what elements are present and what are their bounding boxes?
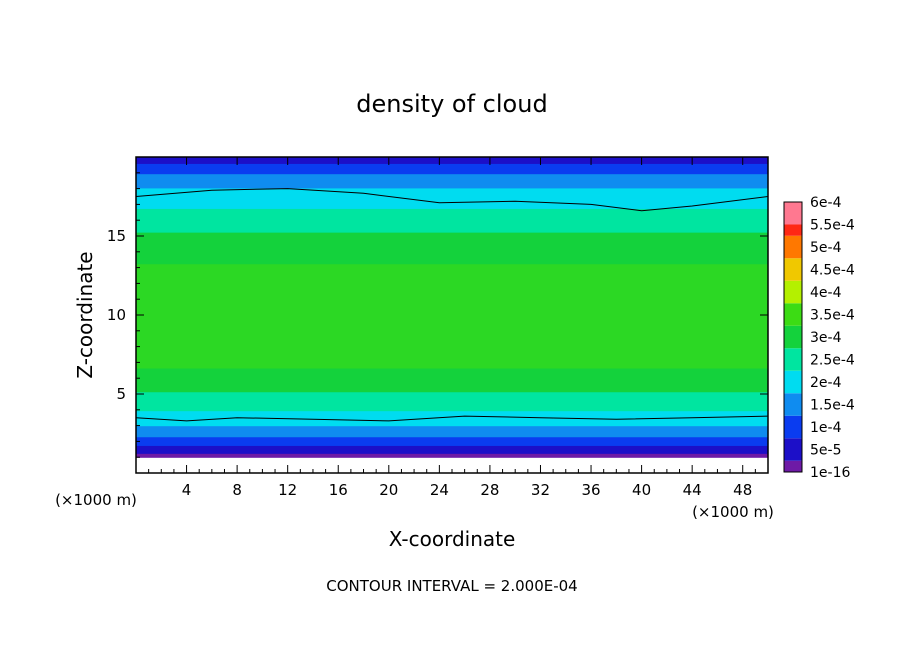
x-axis-unit: (×1000 m) bbox=[692, 503, 774, 521]
x-tick-label: 40 bbox=[632, 481, 651, 499]
colorbar-swatch bbox=[784, 393, 802, 416]
x-tick-label: 32 bbox=[531, 481, 550, 499]
colorbar-label: 1e-4 bbox=[810, 420, 842, 436]
colorbar-swatch bbox=[784, 280, 802, 304]
colorbar-label: 4e-4 bbox=[810, 285, 842, 301]
background-band bbox=[136, 457, 768, 473]
x-tick-label: 12 bbox=[278, 481, 297, 499]
x-tick-label: 16 bbox=[329, 481, 348, 499]
chart-title: density of cloud bbox=[356, 90, 547, 118]
density-band bbox=[136, 163, 768, 175]
x-axis: 4 8 12 16 20 24 28 32 36 40 44 48 bbox=[148, 157, 756, 499]
density-band bbox=[136, 157, 768, 164]
density-band bbox=[136, 232, 768, 265]
colorbar-label: 3.5e-4 bbox=[810, 308, 855, 324]
colorbar-swatch bbox=[784, 415, 802, 439]
colorbar-swatch bbox=[784, 438, 802, 461]
density-band bbox=[136, 391, 768, 412]
density-band bbox=[136, 318, 768, 369]
colorbar-swatch bbox=[784, 258, 802, 281]
density-band bbox=[136, 187, 768, 209]
contour-interval-note: CONTOUR INTERVAL = 2.000E-04 bbox=[326, 577, 577, 595]
colorbar-frame bbox=[783, 201, 803, 473]
colorbar-label: 6e-4 bbox=[810, 195, 842, 211]
density-band bbox=[136, 263, 768, 320]
x-tick-label: 4 bbox=[182, 481, 192, 499]
density-band bbox=[136, 436, 768, 446]
contour-lines bbox=[135, 188, 769, 422]
colorbar-label: 3e-4 bbox=[810, 330, 842, 346]
x-tick-label: 48 bbox=[733, 481, 752, 499]
y-axis-title: Z-coordinate bbox=[73, 251, 97, 378]
colorbar-swatch bbox=[784, 348, 802, 371]
y-tick-label: 5 bbox=[116, 385, 126, 403]
density-band bbox=[136, 173, 768, 189]
colorbar-swatch bbox=[784, 202, 802, 225]
y-axis: 5 10 15 bbox=[107, 172, 768, 458]
x-tick-label: 28 bbox=[480, 481, 499, 499]
density-band bbox=[136, 410, 768, 427]
y-tick-label: 10 bbox=[107, 306, 126, 324]
density-band bbox=[136, 445, 768, 454]
x-axis-title: X-coordinate bbox=[389, 527, 516, 551]
y-axis-unit: (×1000 m) bbox=[55, 491, 137, 509]
colorbar-label: 5e-4 bbox=[810, 240, 842, 256]
x-tick-label: 8 bbox=[232, 481, 242, 499]
colorbar-swatch bbox=[784, 303, 802, 326]
x-tick-label: 20 bbox=[379, 481, 398, 499]
x-tick-label: 44 bbox=[683, 481, 702, 499]
x-tick-label: 24 bbox=[430, 481, 449, 499]
colorbar-label: 5e-5 bbox=[810, 443, 841, 459]
colorbar-label: 1e-16 bbox=[810, 465, 850, 481]
density-band bbox=[136, 425, 768, 438]
colorbar-swatch bbox=[784, 235, 802, 259]
density-band bbox=[136, 453, 768, 458]
colorbar-swatch bbox=[784, 325, 802, 349]
colorbar-label: 4.5e-4 bbox=[810, 263, 855, 279]
colorbar-label: 2.5e-4 bbox=[810, 353, 855, 369]
colorbar-label: 5.5e-4 bbox=[810, 218, 855, 234]
density-band bbox=[136, 208, 768, 233]
colorbar-label: 1.5e-4 bbox=[810, 398, 855, 414]
colorbar-swatch bbox=[784, 460, 802, 472]
colorbar-label: 2e-4 bbox=[810, 375, 842, 391]
plot-area bbox=[136, 157, 768, 473]
x-tick-label: 36 bbox=[581, 481, 600, 499]
y-tick-label: 15 bbox=[107, 227, 126, 245]
contour-line bbox=[135, 415, 769, 422]
colorbar-swatch bbox=[784, 370, 802, 394]
contour-line bbox=[135, 188, 769, 212]
colorbar: 1e-16 5e-5 1e-4 1.5e-4 2e-4 2.5e-4 3e-4 3.5e-4 4… bbox=[783, 195, 855, 481]
density-band bbox=[136, 367, 768, 393]
